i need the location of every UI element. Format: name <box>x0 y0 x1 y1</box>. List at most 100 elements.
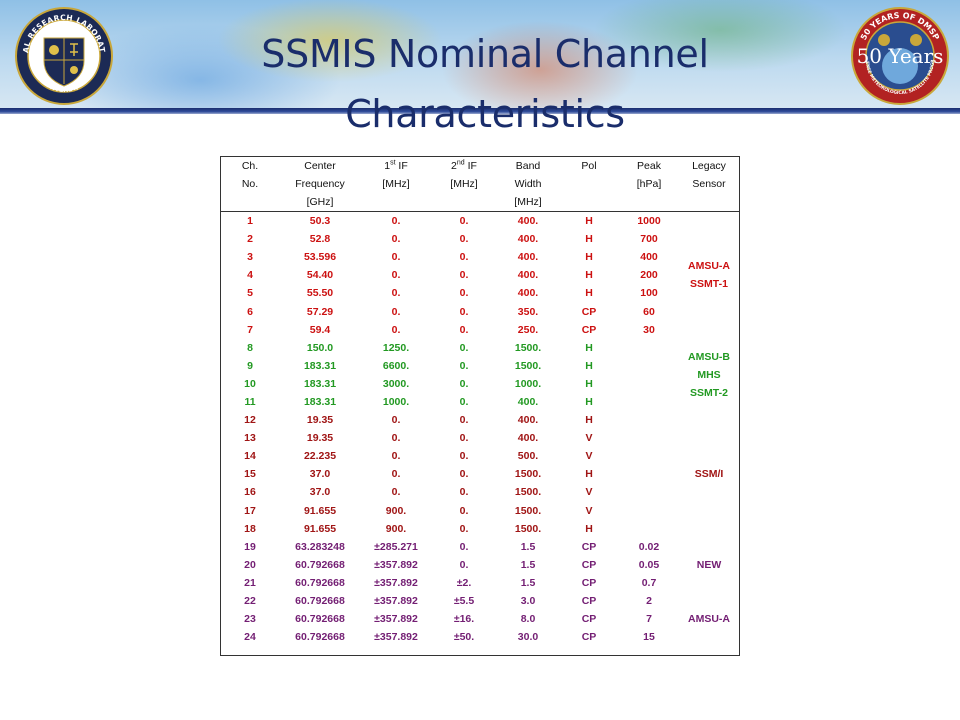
header-if1: 1st IF <box>384 159 408 173</box>
channel-table: Ch. Center 1st IF 2nd IF Band Pol Peak L… <box>220 156 740 656</box>
cell-freq: 37.0 <box>309 486 331 499</box>
header-legacy: Legacy <box>692 160 726 172</box>
cell-freq: 60.792668 <box>295 595 345 608</box>
cell-peak: 1000 <box>637 215 661 228</box>
cell-pol: H <box>585 215 593 228</box>
cell-pol: H <box>585 269 593 282</box>
cell-peak <box>619 339 679 357</box>
cell-if2: 0. <box>459 287 469 300</box>
cell-if1: 0. <box>391 305 401 318</box>
cell-pol: CP <box>581 613 597 626</box>
cell-ch: 24 <box>244 631 256 644</box>
legacy-amsu-a-line: AMSU-A <box>688 260 730 273</box>
cell-pol: CP <box>581 323 597 336</box>
cell-pol: CP <box>581 631 597 644</box>
cell-freq: 91.655 <box>303 522 337 535</box>
cell-ch: 17 <box>244 504 256 517</box>
cell-pol: CP <box>581 576 597 589</box>
legacy-new-line: NEW <box>696 558 722 571</box>
nrl-seal-logo: NAVAL RESEARCH LABORATORY MONTEREY, CA <box>14 6 113 105</box>
cell-bw: 8.0 <box>520 613 536 626</box>
table-row: 2 52.8 0. 0. 400. H 700 <box>221 230 739 248</box>
cell-peak <box>619 502 679 520</box>
cell-freq: 22.235 <box>303 450 337 463</box>
cell-peak: 0.05 <box>638 558 660 571</box>
cell-if2: ±16. <box>453 613 475 626</box>
cell-if2: 0. <box>459 233 469 246</box>
legacy-amsu-a: AMSU-A SSMT-1 <box>679 212 739 339</box>
cell-ch: 22 <box>244 595 256 608</box>
cell-freq: 19.35 <box>306 414 334 427</box>
cell-if1: 0. <box>391 287 401 300</box>
header-freq-unit: [GHz] <box>279 193 361 212</box>
cell-bw: 400. <box>517 215 539 228</box>
header-band-2: Width <box>514 178 542 190</box>
legacy-ssmi-line: SSM/I <box>694 468 724 481</box>
cell-if1: ±285.271 <box>374 540 418 553</box>
cell-ch: 21 <box>244 576 256 589</box>
cell-bw: 1.5 <box>520 558 536 571</box>
cell-if1: 0. <box>391 468 401 481</box>
cell-if1: 900. <box>385 522 407 535</box>
cell-pol: V <box>585 450 593 463</box>
cell-peak: 0.7 <box>641 576 657 589</box>
cell-peak <box>619 447 679 465</box>
cell-ch: 18 <box>244 522 256 535</box>
cell-if2: 0. <box>459 450 469 463</box>
cell-bw: 400. <box>517 432 539 445</box>
cell-if2: 0. <box>459 468 469 481</box>
cell-if1: 0. <box>391 269 401 282</box>
cell-freq: 57.29 <box>306 305 334 318</box>
cell-pol: V <box>585 504 593 517</box>
cell-ch: 23 <box>244 613 256 626</box>
cell-ch: 4 <box>247 269 253 282</box>
cell-freq: 54.40 <box>306 269 334 282</box>
cell-if2: 0. <box>459 486 469 499</box>
dmsp-seal-logo: 50 YEARS OF DMSP DEFENSE METEOROLOGICAL … <box>850 6 949 105</box>
table-row: 4 54.40 0. 0. 400. H 200 <box>221 266 739 284</box>
table-row: 17 91.655 900. 0. 1500. V <box>221 502 739 520</box>
table-row: 1 50.3 0. 0. 400. H 1000 AMSU-A SSMT-1 <box>221 212 739 290</box>
table-row: 9 183.31 6600. 0. 1500. H <box>221 357 739 375</box>
header-banner <box>0 0 960 108</box>
cell-if1: ±357.892 <box>374 595 418 608</box>
cell-peak: 700 <box>640 233 658 246</box>
cell-bw: 1500. <box>514 359 542 372</box>
cell-freq: 91.655 <box>303 504 337 517</box>
legacy-amsu-b-line: SSMT-2 <box>690 386 728 399</box>
cell-pol: H <box>585 233 593 246</box>
cell-if2: 0. <box>459 432 469 445</box>
cell-bw: 1000. <box>514 377 542 390</box>
cell-ch: 10 <box>244 377 256 390</box>
cell-ch: 1 <box>247 215 253 228</box>
cell-peak <box>619 393 679 411</box>
table-row: 19 63.283248 ±285.271 0. 1.5 CP 0.02 NEW <box>221 538 739 571</box>
cell-peak <box>619 465 679 483</box>
table-row: 23 60.792668 ±357.892 ±16. 8.0 CP 7 <box>221 610 739 628</box>
cell-bw: 30.0 <box>517 631 539 644</box>
legacy-amsu-a-upper-line: AMSU-A <box>688 613 730 626</box>
channel-table-body: 1 50.3 0. 0. 400. H 1000 AMSU-A SSMT-1 2 52.8 0. 0. 4… <box>221 212 739 647</box>
cell-ch: 9 <box>247 359 253 372</box>
legacy-amsu-b: AMSU-B MHS SSMT-2 <box>679 339 739 411</box>
table-row: 6 57.29 0. 0. 350. CP 60 <box>221 302 739 320</box>
header-if2-unit: [MHz] <box>450 178 478 190</box>
table-row: 7 59.4 0. 0. 250. CP 30 <box>221 321 739 339</box>
cell-bw: 1500. <box>514 468 542 481</box>
cell-if1: 900. <box>385 504 407 517</box>
cell-bw: 3.0 <box>520 595 536 608</box>
cell-freq: 183.31 <box>303 377 337 390</box>
cell-bw: 1500. <box>514 486 542 499</box>
cell-if2: ±2. <box>456 576 472 589</box>
cell-peak <box>619 411 679 429</box>
cell-if2: ±50. <box>453 631 475 644</box>
cell-peak: 15 <box>643 631 655 644</box>
cell-pol: V <box>585 432 593 445</box>
cell-bw: 400. <box>517 287 539 300</box>
cell-if2: 0. <box>459 359 469 372</box>
cell-freq: 60.792668 <box>295 576 345 589</box>
cell-pol: H <box>585 359 593 372</box>
cell-pol: H <box>585 522 593 535</box>
cell-pol: CP <box>581 558 597 571</box>
table-row: 11 183.31 1000. 0. 400. H <box>221 393 739 411</box>
